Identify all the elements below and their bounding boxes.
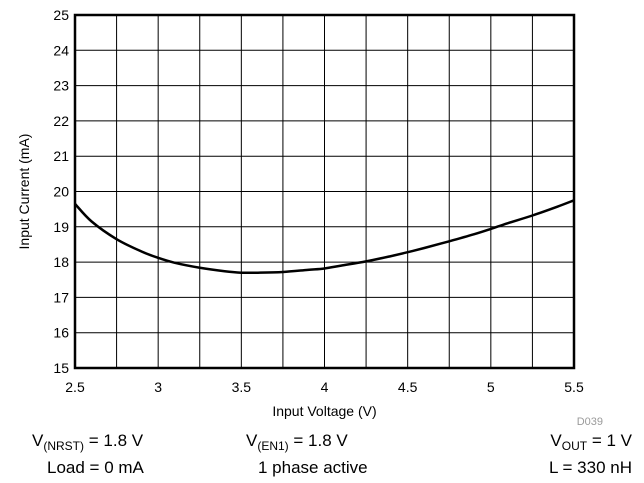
x-tick-label: 5 [487, 379, 495, 395]
x-tick-label: 5.5 [564, 379, 584, 395]
grid [74, 14, 575, 369]
y-tick-label: 21 [53, 148, 69, 164]
y-tick-label: 15 [53, 360, 69, 376]
y-tick-label: 23 [53, 78, 69, 94]
condition-v-nrst-symbol: V [32, 431, 44, 450]
condition-v-nrst-value: = 1.8 V [84, 431, 144, 450]
x-tick-label: 2.5 [65, 379, 85, 395]
condition-v-nrst-subscript: (NRST) [43, 439, 85, 453]
x-tick-label: 4 [321, 379, 329, 395]
y-axis-title: Input Current (mA) [16, 134, 32, 250]
condition-phase: 1 phase active [258, 458, 368, 477]
plot-frame [73, 13, 576, 370]
x-tick-label: 4.5 [398, 379, 418, 395]
y-tick-label: 16 [53, 325, 69, 341]
y-tick-label: 17 [53, 289, 69, 305]
x-tick-labels: 2.5 3 3.5 4 4.5 5 5.5 [65, 379, 584, 395]
condition-v-out-symbol: V [550, 431, 562, 450]
condition-load: Load = 0 mA [47, 458, 144, 477]
condition-v-out: VOUT = 1 V [550, 431, 632, 453]
x-tick-label: 3 [154, 379, 162, 395]
condition-v-en1-symbol: V [246, 431, 258, 450]
condition-v-out-value: = 1 V [587, 431, 632, 450]
figure-code: D039 [577, 416, 603, 428]
x-axis-title: Input Voltage (V) [272, 403, 376, 419]
y-tick-label: 24 [53, 42, 69, 58]
x-tick-label: 3.5 [232, 379, 252, 395]
series-line [74, 199, 575, 275]
condition-v-out-subscript: OUT [561, 439, 588, 453]
y-tick-label: 20 [53, 184, 69, 200]
condition-v-en1: V(EN1) = 1.8 V [246, 431, 348, 453]
y-tick-label: 22 [53, 113, 69, 129]
condition-v-en1-subscript: (EN1) [257, 439, 289, 453]
condition-v-en1-value: = 1.8 V [288, 431, 348, 450]
condition-inductor: L = 330 nH [548, 458, 632, 477]
y-tick-label: 25 [53, 7, 69, 23]
y-tick-label: 18 [53, 254, 69, 270]
y-tick-labels: 15 16 17 18 19 20 21 22 23 24 25 [53, 7, 69, 376]
y-tick-label: 19 [53, 219, 69, 235]
condition-v-nrst: V(NRST) = 1.8 V [32, 431, 144, 453]
